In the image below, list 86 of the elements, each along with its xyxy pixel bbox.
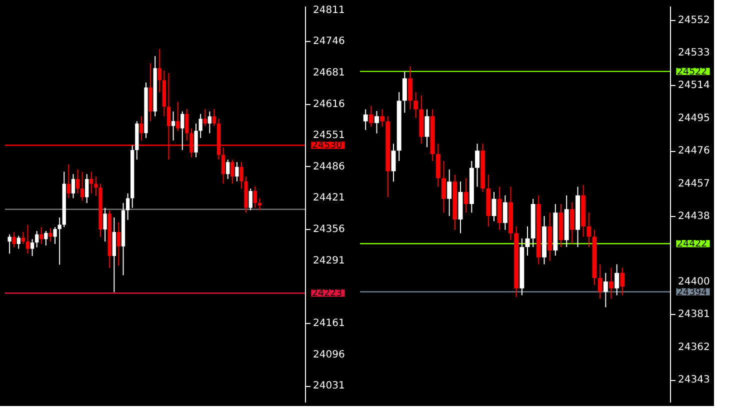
candlestick: [176, 101, 180, 132]
y-tick-label: 24457: [678, 178, 710, 190]
candlestick: [240, 162, 244, 190]
y-tick-label: 24514: [678, 80, 710, 92]
y-tick-label: 24291: [313, 255, 345, 266]
y-tick-label: 24400: [678, 276, 710, 288]
candlestick: [94, 176, 98, 196]
candlestick: [391, 143, 396, 182]
candlestick: [66, 164, 70, 199]
y-tick-label: 24381: [678, 309, 710, 320]
candlestick: [598, 264, 602, 300]
candlestick: [194, 123, 198, 158]
candlestick: [212, 108, 216, 126]
y-tick-label: 24616: [313, 98, 345, 110]
candlestick: [363, 108, 368, 130]
candlestick: [603, 272, 608, 308]
candlestick: [408, 66, 412, 110]
ref-line-label: 24522: [677, 66, 708, 78]
candlestick: [40, 226, 44, 244]
y-tick-label: 24161: [313, 318, 345, 329]
y-tick-label: 24421: [313, 192, 345, 204]
candlestick: [35, 230, 39, 248]
candlestick: [180, 111, 184, 151]
candlestick: [198, 113, 202, 138]
y-tick-label: 24811: [313, 4, 345, 16]
y-tick-label: 24495: [678, 112, 710, 124]
candlestick: [8, 234, 12, 254]
y-tick-label: 24551: [313, 130, 345, 142]
y-tick-label: 24476: [678, 146, 710, 157]
candlestick: [620, 267, 625, 296]
candlestick: [609, 267, 614, 300]
candlestick: [258, 198, 262, 211]
candlestick: [586, 212, 592, 248]
candlestick: [26, 224, 30, 254]
candlestick: [248, 188, 252, 211]
candlestick: [208, 111, 212, 134]
candlestick: [464, 178, 468, 214]
candlestick: [203, 108, 207, 126]
candlestick: [16, 235, 20, 250]
y-tick-label: 24533: [678, 47, 710, 58]
y-tick-label: 24096: [313, 349, 345, 360]
candlestick: [230, 159, 234, 184]
candlestick: [447, 169, 452, 217]
candlestick: [44, 230, 48, 246]
y-tick-label: 24438: [678, 211, 710, 222]
y-tick-label: 24031: [313, 380, 345, 392]
candlestick: [475, 143, 480, 188]
y-tick-label: 24681: [313, 67, 345, 78]
y-tick-label: 24746: [313, 36, 345, 48]
candlestick: [103, 207, 107, 242]
y-tick-label: 24552: [678, 14, 710, 26]
candlestick: [158, 48, 162, 93]
candlestick: [414, 92, 418, 118]
candlestick: [90, 171, 94, 194]
candlestick: [12, 231, 16, 248]
candlestick: [80, 171, 84, 202]
candlestick: [126, 192, 130, 220]
candlestick: [71, 174, 76, 199]
candlestick: [442, 160, 446, 214]
candlestick: [253, 186, 257, 208]
candlestick: [402, 70, 407, 114]
ref-line-label: 24394: [677, 286, 708, 298]
candlestick: [424, 108, 430, 148]
candlestick: [53, 226, 57, 244]
candlestick: [76, 168, 80, 194]
candlestick: [226, 159, 230, 180]
candlestick: [21, 231, 26, 244]
candlestick: [30, 238, 34, 257]
y-tick-label: 24362: [678, 342, 710, 353]
candlestick: [614, 264, 620, 296]
candlestick: [502, 194, 508, 230]
candlestick: [185, 108, 189, 141]
candlestick: [116, 222, 121, 266]
candlestick: [368, 105, 374, 128]
y-tick-label: 24356: [313, 224, 345, 236]
candlestick: [85, 174, 89, 204]
candlestick: [171, 111, 176, 141]
candlestick: [374, 110, 379, 134]
y-tick-label: 24486: [313, 161, 345, 172]
candlestick: [570, 202, 574, 244]
candlestick: [58, 216, 62, 266]
candlestick: [235, 162, 239, 182]
candlestick: [140, 116, 144, 141]
candlestick: [48, 228, 52, 242]
y-tick-label: 24343: [678, 374, 710, 386]
candlestick: [380, 108, 385, 128]
